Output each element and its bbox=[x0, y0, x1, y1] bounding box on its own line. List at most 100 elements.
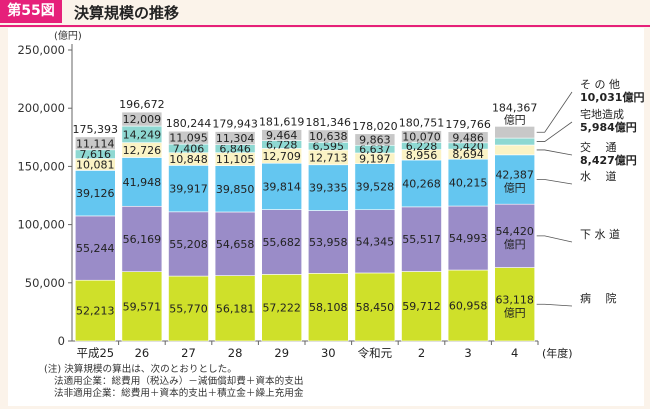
figure-number-badge: 第55図 bbox=[0, 0, 62, 23]
legend-name: 病 院 bbox=[580, 291, 617, 305]
legend-leader-line bbox=[536, 235, 573, 243]
data-label: 11,114 bbox=[76, 137, 115, 150]
legend-leader-line bbox=[536, 91, 573, 133]
data-label: 10,081 bbox=[76, 159, 115, 172]
bar-segment bbox=[168, 211, 209, 277]
legend-name: 宅地造成 bbox=[580, 107, 624, 121]
data-label-unit: 億円 bbox=[504, 306, 526, 319]
bar-segment bbox=[401, 206, 442, 272]
data-label: 8,956 bbox=[406, 149, 438, 162]
data-label: 12,709 bbox=[262, 150, 301, 163]
data-label: 39,814 bbox=[262, 180, 301, 193]
bar-segment bbox=[307, 273, 349, 342]
data-label-unit: 億円 bbox=[504, 238, 526, 251]
data-label: 6,595 bbox=[313, 140, 345, 153]
bar-segment bbox=[447, 158, 489, 207]
data-label: 55,682 bbox=[262, 236, 301, 249]
y-tick-label: 100,000 bbox=[17, 218, 65, 232]
data-label: 10,638 bbox=[309, 130, 348, 143]
header-bar: 第55図 決算規模の推移 bbox=[0, 0, 650, 26]
bar-segment bbox=[121, 205, 163, 272]
bar-segment bbox=[494, 126, 536, 139]
data-label: 42,387 bbox=[495, 169, 534, 182]
x-tick-label: 令和元 bbox=[358, 346, 393, 360]
data-label: 40,268 bbox=[402, 177, 441, 190]
data-label: 54,658 bbox=[216, 238, 255, 251]
data-label: 6,637 bbox=[359, 143, 391, 156]
data-label: 14,249 bbox=[123, 128, 162, 141]
legend-leader-line bbox=[536, 179, 573, 185]
data-label: 56,181 bbox=[216, 302, 255, 315]
data-label: 7,616 bbox=[80, 148, 112, 161]
y-tick-label: 150,000 bbox=[17, 159, 65, 173]
y-tick-label: 50,000 bbox=[25, 276, 65, 290]
data-label: 39,528 bbox=[356, 181, 395, 194]
x-tick-label: 27 bbox=[181, 346, 196, 360]
data-label: 55,517 bbox=[402, 233, 441, 246]
data-label: 59,571 bbox=[123, 300, 162, 313]
chart-notes: (注) 決算規模の算出は、次のとおりとした。 法適用企業：総費用（税込み）－減価… bbox=[44, 364, 303, 399]
data-label: 40,215 bbox=[449, 177, 488, 190]
x-tick-label: 26 bbox=[135, 346, 150, 360]
bar-segment bbox=[494, 144, 536, 156]
data-label: 55,770 bbox=[169, 303, 208, 316]
data-label: 5,420 bbox=[452, 140, 484, 153]
total-label: 181,619 bbox=[259, 116, 305, 129]
data-label: 58,450 bbox=[356, 301, 395, 314]
data-label-unit: 億円 bbox=[504, 182, 526, 195]
y-tick-label: 250,000 bbox=[17, 43, 65, 57]
bar-segment bbox=[168, 130, 209, 145]
data-label: 39,850 bbox=[216, 183, 255, 196]
bar-segment bbox=[494, 154, 536, 205]
bar-segment bbox=[261, 209, 302, 275]
total-label: 178,020 bbox=[352, 120, 398, 133]
bar-segment bbox=[494, 137, 536, 146]
bar-segment bbox=[75, 215, 116, 281]
data-label: 8,694 bbox=[452, 148, 484, 161]
x-tick-label: 29 bbox=[274, 346, 289, 360]
legend-name: 下 水 道 bbox=[580, 227, 620, 241]
bar-segment bbox=[447, 205, 489, 271]
total-label: 179,943 bbox=[212, 118, 258, 131]
data-label: 9,464 bbox=[266, 129, 298, 142]
legend-value: 5,984億円 bbox=[580, 120, 637, 134]
bar-segment bbox=[354, 272, 396, 342]
x-tick-label: 30 bbox=[321, 346, 336, 360]
bar-segment bbox=[354, 209, 396, 274]
bar-segment bbox=[401, 159, 442, 208]
data-label: 11,105 bbox=[216, 153, 255, 166]
legend-name: そ の 他 bbox=[580, 78, 620, 91]
data-label: 12,726 bbox=[123, 144, 162, 157]
data-label: 55,244 bbox=[76, 242, 115, 255]
bar-segment bbox=[168, 165, 209, 213]
data-label: 12,009 bbox=[123, 113, 162, 126]
legend-value: 10,031億円 bbox=[580, 90, 644, 104]
data-label: 41,948 bbox=[123, 176, 162, 189]
bar-segment bbox=[75, 170, 116, 217]
data-label: 63,118 bbox=[495, 293, 534, 306]
total-label-unit: 億円 bbox=[504, 113, 526, 126]
x-tick-label: 平成25 bbox=[76, 346, 114, 360]
x-tick-label: 3 bbox=[464, 346, 471, 360]
note-line-2: 法適用企業：総費用（税込み）－減価償却費＋資本的支出 bbox=[54, 375, 304, 387]
y-tick-label: 200,000 bbox=[17, 101, 65, 115]
data-label: 57,222 bbox=[262, 302, 301, 315]
bar-segment bbox=[354, 163, 396, 211]
bar-segment bbox=[261, 129, 302, 141]
data-label: 10,070 bbox=[402, 130, 441, 143]
y-tick-label: 0 bbox=[58, 334, 65, 348]
data-label: 9,197 bbox=[359, 152, 391, 165]
bar-segment bbox=[401, 130, 442, 143]
bar-segment bbox=[121, 157, 163, 207]
bar-segment bbox=[447, 269, 489, 342]
bar-segment bbox=[214, 131, 256, 146]
data-label: 53,958 bbox=[309, 236, 348, 249]
data-label: 56,169 bbox=[123, 233, 162, 246]
x-tick-label: 2 bbox=[418, 346, 425, 360]
total-label: 180,244 bbox=[166, 117, 212, 130]
data-label: 39,126 bbox=[76, 187, 115, 200]
bar-segment bbox=[354, 133, 396, 146]
bar-segment bbox=[121, 271, 163, 342]
bar-segment bbox=[401, 271, 442, 342]
header-rule bbox=[0, 25, 650, 27]
